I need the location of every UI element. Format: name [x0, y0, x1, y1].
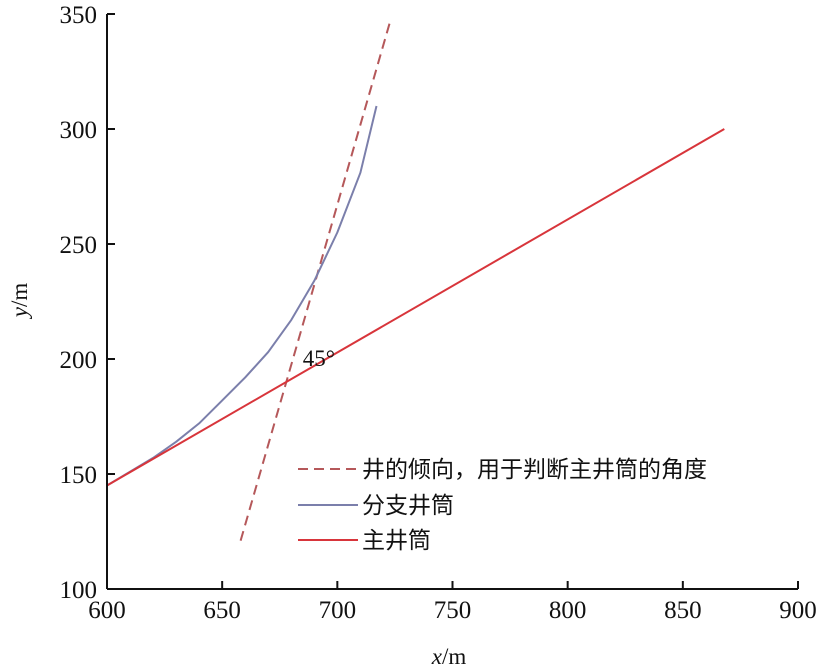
- ticks: 600 650 700 750 800 850 900 100 150 200 250 300 350: [60, 2, 817, 624]
- x-tick-label-600: 600: [88, 597, 126, 624]
- y-axis-title: y/m: [7, 283, 32, 320]
- x-tick-label-850: 850: [664, 597, 702, 624]
- y-tick-label-100: 100: [60, 577, 98, 604]
- y-axis-var: y: [7, 306, 32, 319]
- angle-annotation: 45°: [303, 346, 335, 371]
- x-tick-label-650: 650: [203, 597, 241, 624]
- y-tick-label-300: 300: [60, 117, 98, 144]
- x-tick-label-700: 700: [319, 597, 357, 624]
- x-axis-unit: /m: [442, 644, 466, 669]
- y-tick-label-200: 200: [60, 347, 98, 374]
- legend-label-dashed: 井的倾向，用于判断主井筒的角度: [362, 457, 707, 483]
- legend-label-main: 主井筒: [362, 528, 431, 554]
- series-layer: [106, 20, 725, 541]
- x-tick-label-900: 900: [779, 597, 817, 624]
- series-branch-wellbore: [106, 105, 378, 487]
- legend: 井的倾向，用于判断主井筒的角度 分支井筒 主井筒: [298, 457, 707, 554]
- y-tick-label-250: 250: [60, 232, 98, 259]
- x-axis-var: x: [431, 644, 443, 669]
- x-tick-label-750: 750: [434, 597, 472, 624]
- x-axis-title: x/m: [431, 644, 467, 669]
- series-dashed-trend: [239, 20, 392, 541]
- y-tick-label-150: 150: [60, 462, 98, 489]
- series-main-wellbore: [106, 128, 725, 487]
- y-axis-unit: /m: [7, 283, 32, 307]
- legend-label-branch: 分支井筒: [362, 493, 454, 519]
- y-tick-label-350: 350: [60, 2, 98, 29]
- x-tick-label-800: 800: [549, 597, 587, 624]
